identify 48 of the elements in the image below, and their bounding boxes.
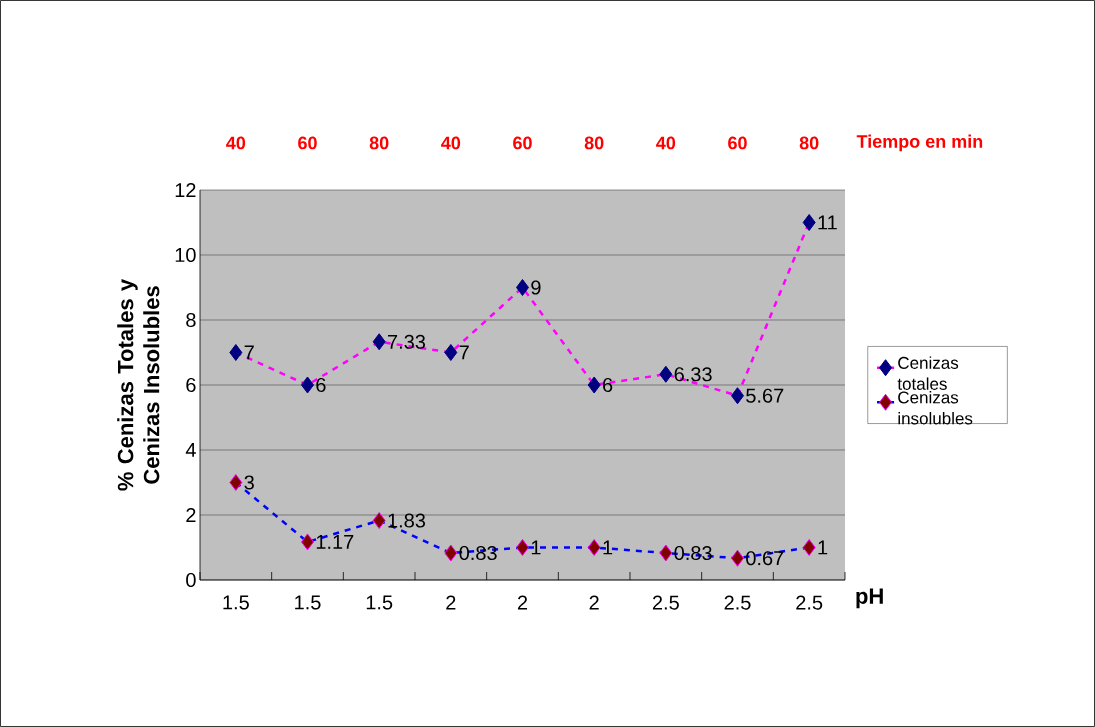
y-tick-label: 8 bbox=[186, 312, 196, 328]
text: 80 bbox=[369, 136, 389, 150]
text: 40 bbox=[441, 136, 461, 150]
x-tick-label: 2.5 bbox=[652, 595, 679, 610]
text: 60 bbox=[513, 136, 532, 150]
text: 80 bbox=[584, 136, 604, 150]
data-label: 6 bbox=[316, 377, 326, 393]
text: Tiempo en min bbox=[856, 134, 983, 152]
text: 40 bbox=[226, 136, 246, 150]
text: 80 bbox=[799, 136, 819, 150]
data-label: 7.33 bbox=[388, 334, 426, 349]
data-label: 0.83 bbox=[459, 545, 497, 561]
text: 60 bbox=[298, 136, 317, 150]
data-label: 9 bbox=[531, 280, 541, 295]
data-label: 6 bbox=[603, 377, 613, 393]
y-tick-label: 0 bbox=[186, 572, 196, 588]
text: 60 bbox=[728, 136, 747, 150]
text: 40 bbox=[656, 136, 676, 150]
x-tick-label: 1.5 bbox=[295, 595, 321, 610]
data-label: 11 bbox=[818, 215, 837, 230]
x-tick-label: 2 bbox=[589, 595, 599, 610]
y-tick-label: 12 bbox=[175, 183, 196, 197]
data-label: 7 bbox=[244, 345, 254, 360]
data-label: 3 bbox=[244, 475, 254, 490]
data-label: 0.67 bbox=[746, 551, 784, 566]
data-label: 5.67 bbox=[746, 388, 784, 403]
x-tick-label: 2 bbox=[517, 595, 528, 610]
y-tick-label: 6 bbox=[186, 377, 196, 393]
data-label: 1.83 bbox=[388, 513, 426, 528]
y-tick-label: 4 bbox=[185, 443, 196, 457]
data-label: 1 bbox=[531, 540, 541, 555]
data-label: 7 bbox=[459, 345, 469, 360]
data-label: 1 bbox=[818, 540, 828, 555]
y-tick-label: 10 bbox=[175, 247, 196, 263]
data-label: 6.33 bbox=[674, 367, 712, 382]
x-tick-label: 2 bbox=[446, 595, 456, 610]
y-axis-title: % Cenizas Totales y Cenizas Insolubles bbox=[117, 278, 160, 491]
x-axis-title: pH bbox=[856, 588, 883, 609]
x-tick-label: 1.5 bbox=[366, 595, 393, 610]
data-label: 0.83 bbox=[674, 545, 712, 561]
x-tick-label: 2.5 bbox=[796, 595, 823, 610]
y-tick-label: 2 bbox=[186, 508, 196, 522]
data-label: 1.17 bbox=[316, 535, 354, 549]
legend-label: Cenizas totales bbox=[897, 356, 959, 390]
legend-label: Cenizas insolubles bbox=[898, 390, 973, 425]
data-label: 1 bbox=[603, 540, 613, 555]
x-tick-label: 2.5 bbox=[724, 595, 751, 610]
x-tick-label: 1.5 bbox=[223, 595, 249, 610]
